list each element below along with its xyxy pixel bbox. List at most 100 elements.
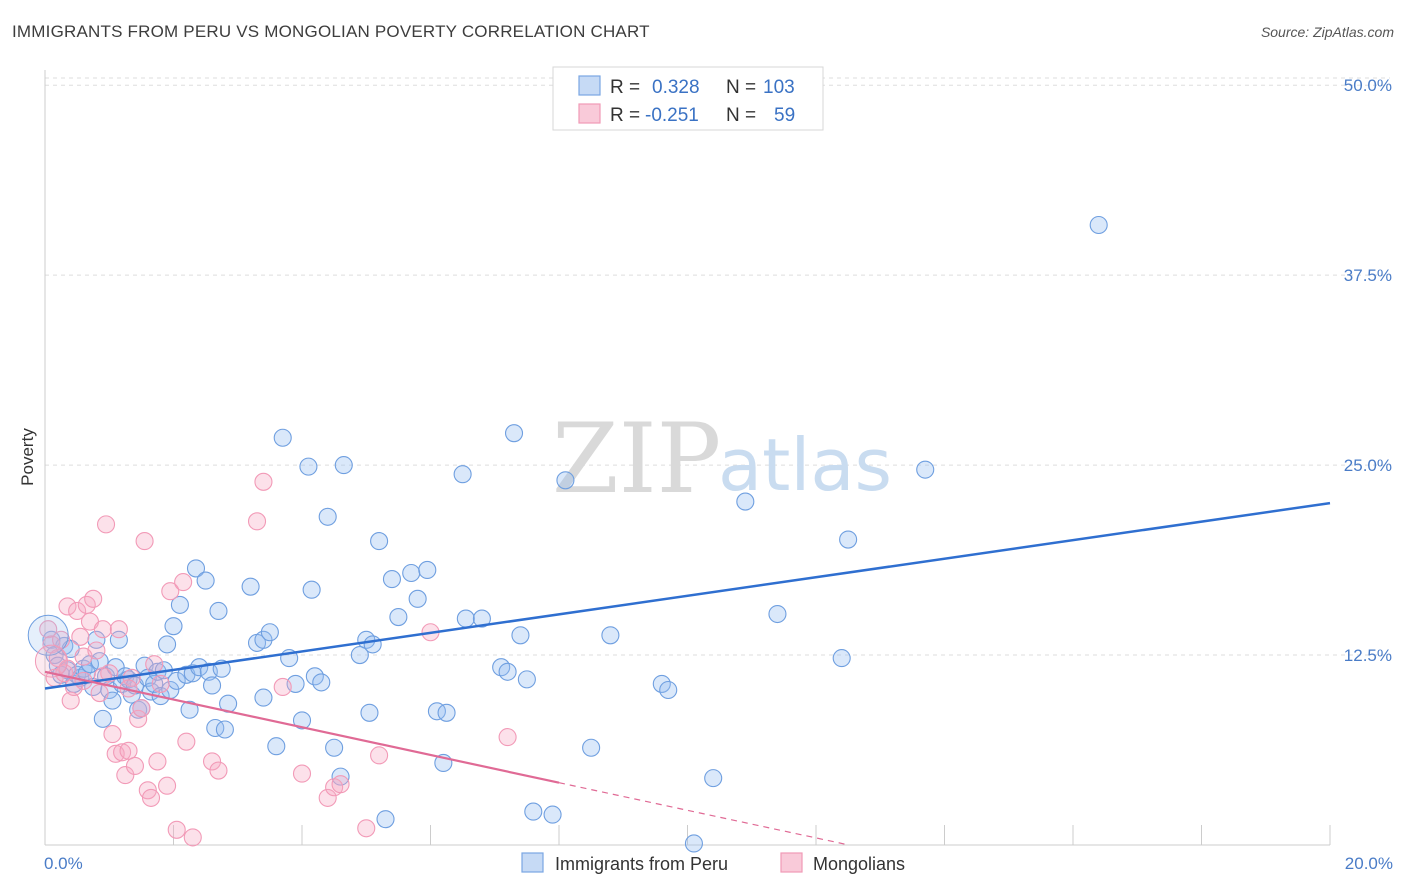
point-mongolians-38 bbox=[167, 820, 186, 839]
point-mongolians-16 bbox=[90, 683, 109, 703]
point-peru-64 bbox=[299, 457, 318, 476]
point-mongolians-47 bbox=[292, 764, 312, 783]
legend-n-value-mongolians: 59 bbox=[774, 105, 795, 126]
point-mongolians-7 bbox=[61, 691, 80, 710]
point-mongolians-9 bbox=[68, 601, 87, 621]
point-mongolians-18 bbox=[96, 515, 116, 534]
point-peru-83 bbox=[427, 702, 446, 721]
point-peru-94 bbox=[524, 802, 543, 821]
point-peru-107 bbox=[916, 460, 935, 479]
x-tick-label-0: 0.0% bbox=[44, 854, 83, 873]
y-tick-labels: 12.5% 25.0% 37.5% 50.0% bbox=[1344, 76, 1392, 665]
point-peru-27 bbox=[129, 700, 148, 719]
point-peru-42 bbox=[180, 700, 199, 719]
legend-swatch-mongolians bbox=[578, 103, 601, 124]
legend-r-label-mongolians: R = bbox=[610, 105, 640, 126]
point-mongolians-17 bbox=[93, 620, 112, 639]
trend-line-peru bbox=[44, 501, 1331, 690]
point-mongolians-54 bbox=[498, 728, 517, 747]
point-peru-49 bbox=[206, 718, 225, 738]
grid-lines bbox=[45, 77, 1390, 656]
point-mongolians-23 bbox=[113, 743, 132, 762]
point-mongolians-52 bbox=[370, 746, 389, 765]
point-mongolians-14 bbox=[84, 589, 103, 608]
point-peru-96 bbox=[556, 471, 575, 490]
point-peru-104 bbox=[768, 604, 787, 624]
chart-title: IMMIGRANTS FROM PERU VS MONGOLIAN POVERT… bbox=[12, 22, 650, 41]
point-peru-58 bbox=[260, 623, 279, 642]
point-peru-50 bbox=[209, 601, 228, 621]
point-mongolians-45 bbox=[254, 472, 273, 491]
point-peru-cluster bbox=[27, 614, 69, 656]
point-peru-86 bbox=[453, 465, 472, 484]
bottom-legend-label-peru: Immigrants from Peru bbox=[555, 854, 728, 874]
legend-n-value-peru: 103 bbox=[763, 77, 795, 98]
point-peru-57 bbox=[254, 688, 273, 707]
point-peru-89 bbox=[492, 658, 511, 677]
bottom-legend: Immigrants from Peru Mongolians bbox=[521, 852, 905, 874]
point-mongolians-30 bbox=[135, 532, 154, 551]
legend-swatch-peru bbox=[578, 75, 601, 96]
x-tick-labels: 0.0% 20.0% bbox=[44, 854, 1393, 873]
legend-n-label-mongolians: N = bbox=[726, 105, 756, 126]
point-peru-78 bbox=[382, 570, 402, 589]
point-mongolians-0 bbox=[39, 620, 58, 639]
point-mongolians-cluster bbox=[34, 644, 68, 678]
point-mongolians-34 bbox=[148, 752, 167, 771]
point-mongolians-41 bbox=[183, 828, 202, 847]
point-peru-56 bbox=[254, 630, 273, 649]
point-peru-38 bbox=[164, 617, 183, 636]
watermark: ZIP atlas bbox=[552, 403, 892, 515]
point-peru-65 bbox=[302, 580, 321, 599]
point-mongolians-33 bbox=[145, 655, 164, 674]
point-peru-21 bbox=[109, 630, 128, 649]
point-mongolians-50 bbox=[331, 775, 350, 794]
point-mongolians-20 bbox=[103, 725, 122, 744]
point-peru-52 bbox=[215, 720, 234, 739]
point-mongolians-22 bbox=[109, 620, 128, 639]
point-peru-82 bbox=[418, 560, 437, 580]
legend-r-label-peru: R = bbox=[610, 77, 640, 98]
bottom-legend-label-mongolians: Mongolians bbox=[813, 854, 905, 874]
legend-r-value-peru: 0.328 bbox=[652, 77, 700, 98]
legend-r-value-mongolians: -0.251 bbox=[645, 105, 699, 126]
point-mongolians-28 bbox=[129, 709, 148, 728]
legend-n-label-peru: N = bbox=[726, 77, 756, 98]
point-peru-71 bbox=[334, 456, 353, 475]
data-points bbox=[27, 215, 1108, 853]
point-peru-69 bbox=[325, 738, 344, 757]
point-peru-97 bbox=[582, 738, 601, 757]
point-peru-76 bbox=[370, 532, 389, 551]
point-mongolians-39 bbox=[174, 573, 193, 592]
point-peru-72 bbox=[350, 645, 369, 665]
point-mongolians-46 bbox=[273, 677, 292, 697]
point-peru-93 bbox=[517, 670, 536, 689]
point-peru-95 bbox=[543, 805, 562, 824]
point-peru-68 bbox=[318, 507, 337, 526]
watermark-zip: ZIP bbox=[552, 403, 721, 515]
point-peru-80 bbox=[402, 563, 421, 583]
point-mongolians-37 bbox=[161, 582, 180, 601]
point-peru-63 bbox=[292, 711, 312, 730]
point-peru-106 bbox=[839, 530, 858, 549]
bottom-legend-swatch-mongolians bbox=[780, 852, 803, 873]
point-mongolians-44 bbox=[247, 512, 267, 531]
point-peru-16 bbox=[93, 709, 112, 728]
source-label: Source: ZipAtlas.com bbox=[1260, 24, 1394, 40]
point-peru-40 bbox=[170, 595, 189, 614]
y-tick-label-0: 12.5% bbox=[1344, 646, 1392, 665]
point-peru-103 bbox=[736, 492, 755, 511]
point-mongolians-6 bbox=[58, 597, 77, 616]
axes bbox=[44, 70, 1331, 846]
point-peru-100 bbox=[659, 680, 678, 700]
trend-line-mongolians-extension bbox=[558, 782, 850, 846]
point-peru-81 bbox=[408, 589, 427, 608]
point-peru-88 bbox=[472, 609, 491, 628]
point-peru-60 bbox=[273, 428, 292, 447]
point-peru-77 bbox=[376, 810, 395, 829]
point-mongolians-48 bbox=[318, 788, 337, 807]
point-peru-87 bbox=[456, 609, 475, 628]
point-peru-67 bbox=[312, 673, 331, 692]
point-mongolians-32 bbox=[141, 788, 161, 807]
legend: R = 0.328 N = 103 R = -0.251 N = 59 bbox=[552, 66, 824, 131]
